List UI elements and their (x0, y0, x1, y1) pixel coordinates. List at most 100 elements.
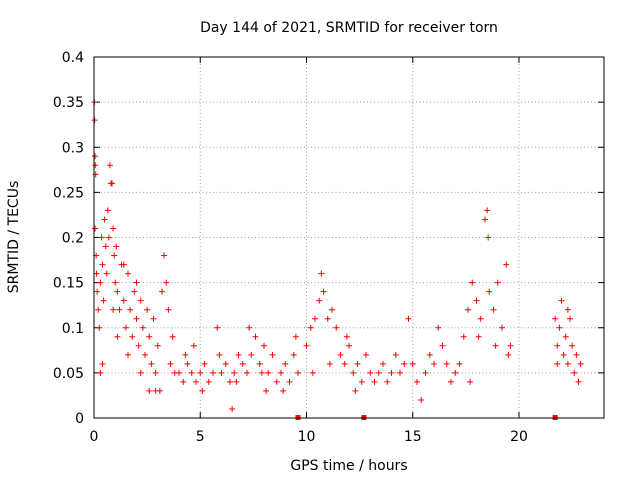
data-point (111, 252, 118, 259)
data-point (216, 351, 223, 358)
data-point (258, 369, 265, 376)
data-point (99, 261, 106, 268)
data-point (375, 369, 382, 376)
y-tick-label: 0.3 (62, 140, 84, 156)
x-axis-label: GPS time / hours (290, 458, 407, 474)
data-point (435, 324, 442, 331)
data-point (131, 288, 138, 295)
data-point (218, 369, 225, 376)
data-point (133, 279, 140, 286)
data-point (358, 378, 365, 385)
data-point (465, 306, 471, 313)
data-point (97, 369, 104, 376)
data-point (337, 351, 344, 358)
data-point (577, 360, 584, 367)
data-point (229, 405, 236, 412)
data-point (263, 387, 270, 394)
data-point (222, 360, 229, 367)
data-point (169, 333, 176, 340)
y-tick-label: 0.1 (62, 321, 84, 337)
data-point (96, 324, 103, 331)
data-point (564, 360, 571, 367)
data-point (137, 297, 144, 304)
data-point (292, 333, 299, 340)
data-point (401, 360, 408, 367)
data-point (473, 297, 480, 304)
data-point (235, 351, 242, 358)
data-point (152, 369, 159, 376)
data-point (197, 369, 204, 376)
data-point (92, 162, 99, 169)
data-point (214, 324, 221, 331)
data-point (161, 252, 168, 259)
data-point (144, 306, 151, 313)
data-point (92, 153, 99, 160)
data-point (280, 387, 287, 394)
data-point (99, 360, 106, 367)
data-point (146, 333, 153, 340)
x-tick-label: 15 (404, 429, 422, 445)
data-point (109, 180, 116, 187)
y-tick-label: 0 (75, 411, 84, 427)
data-point (567, 315, 573, 322)
data-point (507, 342, 514, 349)
data-point (167, 360, 174, 367)
data-point (137, 369, 144, 376)
data-point (114, 333, 121, 340)
data-point (129, 333, 136, 340)
data-point (125, 351, 131, 358)
data-point (188, 369, 195, 376)
data-point (201, 360, 208, 367)
data-point (575, 378, 582, 385)
data-point (286, 378, 293, 385)
data-point (273, 378, 280, 385)
data-point (363, 351, 369, 358)
data-point (114, 288, 121, 295)
data-point (439, 342, 446, 349)
data-point (105, 234, 112, 241)
x-tick-label: 20 (510, 429, 528, 445)
data-point (148, 360, 155, 367)
data-point (210, 369, 216, 376)
data-points (91, 99, 584, 420)
data-point (295, 369, 301, 376)
data-point (560, 351, 567, 358)
data-point (397, 369, 403, 376)
data-point (252, 333, 259, 340)
data-point (303, 342, 310, 349)
data-point (371, 378, 378, 385)
data-point (163, 279, 170, 286)
y-tick-label: 0.15 (53, 276, 84, 292)
data-point (486, 288, 493, 295)
data-point (556, 324, 563, 331)
data-point (388, 369, 395, 376)
data-point (231, 369, 238, 376)
data-point (120, 297, 127, 304)
data-point (469, 279, 476, 286)
data-point (422, 369, 429, 376)
data-point (193, 378, 199, 385)
data-point (122, 324, 129, 331)
data-point (329, 306, 335, 313)
data-point (256, 360, 263, 367)
data-point (110, 306, 117, 313)
data-point (467, 378, 474, 385)
data-point (367, 369, 374, 376)
data-point (101, 216, 108, 223)
data-point (554, 360, 561, 367)
data-point (94, 288, 101, 295)
data-point (341, 360, 348, 367)
data-point (116, 306, 123, 313)
data-point (133, 315, 140, 322)
data-point (152, 387, 159, 394)
data-point (110, 225, 117, 232)
x-tick-label: 0 (90, 429, 99, 445)
data-point (182, 351, 189, 358)
chart-title: Day 144 of 2021, SRMTID for receiver tor… (200, 20, 498, 36)
data-point (426, 351, 433, 358)
plot-frame (93, 56, 605, 419)
data-point (180, 378, 187, 385)
data-point (92, 225, 99, 232)
data-point (475, 333, 482, 340)
y-tick-label: 0.4 (62, 50, 84, 66)
